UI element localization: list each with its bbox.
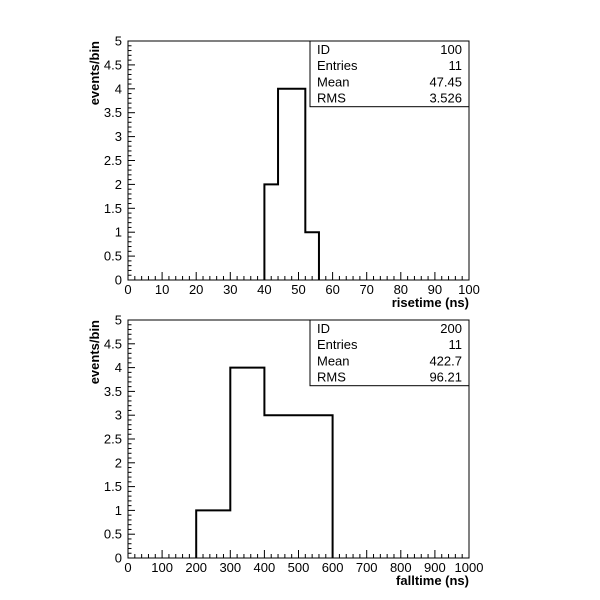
stats-value: 96.21: [429, 370, 462, 385]
y-axis-title: events/bin: [87, 320, 102, 384]
stats-box: ID 200 Entries 11 Mean 422.7 RMS 96.21: [309, 319, 470, 387]
histogram-outline: [263, 87, 320, 280]
x-tick-label: 40: [257, 282, 271, 297]
y-tick-label: 3.5: [104, 105, 122, 120]
y-tick-label: 0: [115, 273, 122, 288]
y-tick-label: 1.5: [104, 479, 122, 494]
y-axis-title: events/bin: [87, 41, 102, 105]
y-tick-label: 0: [115, 551, 122, 566]
y-tick-label: 4: [115, 360, 122, 375]
histogram-panel-1: 00.511.522.533.544.550 10 20 30 40 50 60 70 80 90…: [87, 34, 480, 311]
y-tick-label: 3.5: [104, 384, 122, 399]
stats-value: 3.526: [429, 91, 462, 106]
y-tick-label: 1: [115, 225, 122, 240]
y-tick-label: 1.5: [104, 201, 122, 216]
stats-value: 11: [449, 337, 463, 352]
y-tick-label: 0.5: [104, 527, 122, 542]
x-tick-label: 10: [155, 282, 169, 297]
y-tick-label: 2.5: [104, 153, 122, 168]
stats-value: 100: [440, 42, 462, 57]
x-tick-label: 300: [219, 560, 241, 575]
stats-value: 11: [449, 58, 463, 73]
stats-value: 47.45: [429, 74, 462, 89]
y-tick-label: 4: [115, 81, 122, 96]
stats-label: RMS: [317, 370, 346, 385]
x-tick-label: 400: [254, 560, 276, 575]
x-tick-label: 0: [124, 560, 131, 575]
x-tick-label: 20: [189, 282, 203, 297]
stats-box-frame: [309, 40, 470, 108]
histogram-bin: [305, 232, 319, 280]
y-tick-label: 4.5: [104, 57, 122, 72]
x-tick-label: 100: [458, 282, 480, 297]
y-tick-label: 4.5: [104, 336, 122, 351]
y-tick-label: 3: [115, 129, 122, 144]
stats-label: Entries: [317, 337, 358, 352]
x-tick-label: 70: [359, 282, 373, 297]
stats-value: 200: [440, 321, 462, 336]
stats-box: ID 100 Entries 11 Mean 47.45 RMS 3.526: [309, 40, 470, 108]
y-tick-label: 3: [115, 408, 122, 423]
stats-label: Mean: [317, 74, 350, 89]
stats-value: 422.7: [429, 353, 462, 368]
x-tick-label: 900: [424, 560, 446, 575]
x-tick-label: 100: [151, 560, 173, 575]
x-axis-title: risetime (ns): [392, 295, 469, 310]
histogram-bin: [264, 184, 278, 280]
x-tick-label: 600: [322, 560, 344, 575]
x-tick-label: 1000: [455, 560, 484, 575]
x-tick-label: 200: [185, 560, 207, 575]
histogram-bin: [196, 510, 230, 558]
y-tick-label: 1: [115, 503, 122, 518]
stats-label: RMS: [317, 91, 346, 106]
histogram-outline: [195, 366, 334, 558]
x-tick-label: 60: [325, 282, 339, 297]
stats-label: Entries: [317, 58, 358, 73]
y-tick-label: 0.5: [104, 249, 122, 264]
stats-label: Mean: [317, 353, 350, 368]
y-tick-label: 2.5: [104, 432, 122, 447]
x-axis-title: falltime (ns): [396, 573, 469, 588]
y-tick-label: 5: [115, 313, 122, 328]
x-tick-label: 50: [291, 282, 305, 297]
x-tick-label: 500: [288, 560, 310, 575]
y-tick-label: 2: [115, 455, 122, 470]
histogram-bin: [264, 415, 332, 558]
x-tick-label: 800: [390, 560, 412, 575]
y-tick-label: 2: [115, 177, 122, 192]
x-tick-label: 0: [124, 282, 131, 297]
histogram-bin: [278, 89, 305, 280]
x-tick-label: 30: [223, 282, 237, 297]
histogram-bin: [230, 368, 264, 558]
histogram-panel-2: 0 0.5 1 1.5 2 2.5 3 3.5 4 4.5 5 0 100 200 300 400 500 600…: [87, 313, 483, 589]
stats-label: ID: [317, 321, 330, 336]
x-tick-label: 90: [428, 282, 442, 297]
stats-label: ID: [317, 42, 330, 57]
x-tick-label: 80: [394, 282, 408, 297]
stats-box-frame: [309, 319, 470, 387]
x-tick-label: 700: [356, 560, 378, 575]
y-tick-label: 5: [115, 34, 122, 49]
